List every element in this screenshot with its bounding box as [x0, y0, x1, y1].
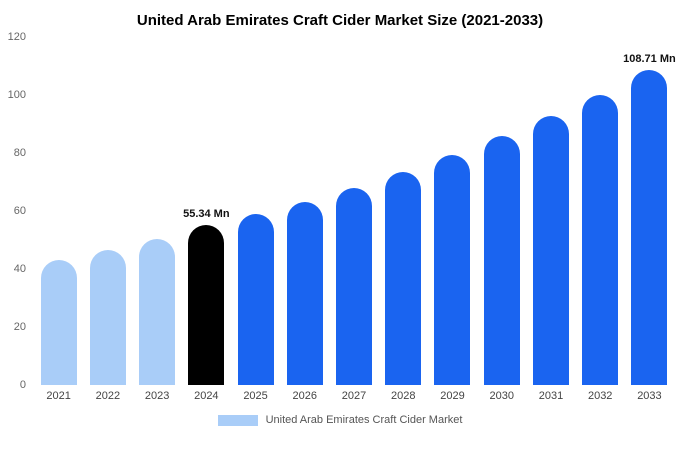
- x-tick-label: 2023: [144, 390, 170, 402]
- x-axis: 2021 2022 2023 2024 2025 2026 2027 2028 2029 2030…: [34, 390, 674, 402]
- bar-value-label: 108.71 Mn: [623, 52, 676, 65]
- legend-swatch: [217, 414, 258, 426]
- bar-slot-2031: [526, 37, 575, 385]
- bar-slot-2027: [329, 37, 378, 385]
- bar-slot-2028: [379, 37, 428, 385]
- x-tick-label: 2028: [391, 390, 416, 402]
- x-tick-label: 2031: [538, 390, 564, 402]
- bar-2021: [40, 259, 77, 385]
- y-tick-label: 100: [7, 89, 26, 101]
- bar-2032: [582, 95, 619, 385]
- bar-slot-2029: [428, 37, 477, 385]
- bar-slot-2032: [576, 37, 625, 385]
- x-tick-label: 2024: [194, 390, 219, 402]
- bar-2031: [532, 116, 569, 385]
- bar-slot-2025: [231, 37, 280, 385]
- x-tick-label: 2025: [243, 390, 268, 402]
- bar-slot-2021: [34, 37, 83, 385]
- y-tick-label: 80: [13, 147, 26, 159]
- bar-2027: [336, 187, 373, 385]
- bar-2033: 108.71 Mn: [623, 53, 676, 385]
- x-tick-label: 2027: [341, 390, 367, 402]
- bar-slot-2030: [477, 37, 526, 385]
- bar-slot-2033: 108.71 Mn: [623, 37, 676, 385]
- bar-slot-2023: [132, 37, 181, 385]
- x-tick-label: 2026: [292, 390, 318, 402]
- legend-label: United Arab Emirates Craft Cider Market: [265, 414, 463, 426]
- y-tick-label: 40: [13, 263, 26, 275]
- y-axis: 0 20 40 60 80 100 120: [0, 31, 34, 391]
- x-tick-label: 2029: [440, 390, 465, 402]
- plot-area: 0 20 40 60 80 100 120 55.34 Mn 108.71 Mn: [0, 31, 676, 391]
- x-tick-label: 2033: [637, 390, 662, 402]
- x-tick-label: 2021: [46, 390, 71, 402]
- bar-2029: [434, 154, 471, 385]
- bar-2024: 55.34 Mn: [183, 208, 230, 385]
- y-tick-label: 20: [13, 321, 26, 333]
- bar-2026: [286, 201, 323, 385]
- bar-2023: [139, 239, 176, 385]
- bar-slot-2026: [280, 37, 329, 385]
- bar-2025: [237, 214, 274, 385]
- x-tick-label: 2030: [489, 390, 514, 402]
- y-tick-label: 0: [19, 379, 26, 391]
- x-tick-label: 2032: [587, 390, 613, 402]
- legend: United Arab Emirates Craft Cider Market: [0, 414, 680, 426]
- y-tick-label: 60: [13, 205, 26, 217]
- x-tick-label: 2022: [95, 390, 121, 402]
- bar-2030: [483, 135, 520, 385]
- bars-area: 55.34 Mn 108.71 Mn: [34, 37, 676, 385]
- bar-2028: [385, 172, 422, 385]
- bar-slot-2024: 55.34 Mn: [182, 37, 231, 385]
- chart-title: United Arab Emirates Craft Cider Market …: [136, 12, 544, 29]
- y-tick-label: 120: [7, 31, 26, 43]
- bar-value-label: 55.34 Mn: [183, 207, 230, 220]
- bar-slot-2022: [83, 37, 132, 385]
- bar-2022: [89, 250, 126, 385]
